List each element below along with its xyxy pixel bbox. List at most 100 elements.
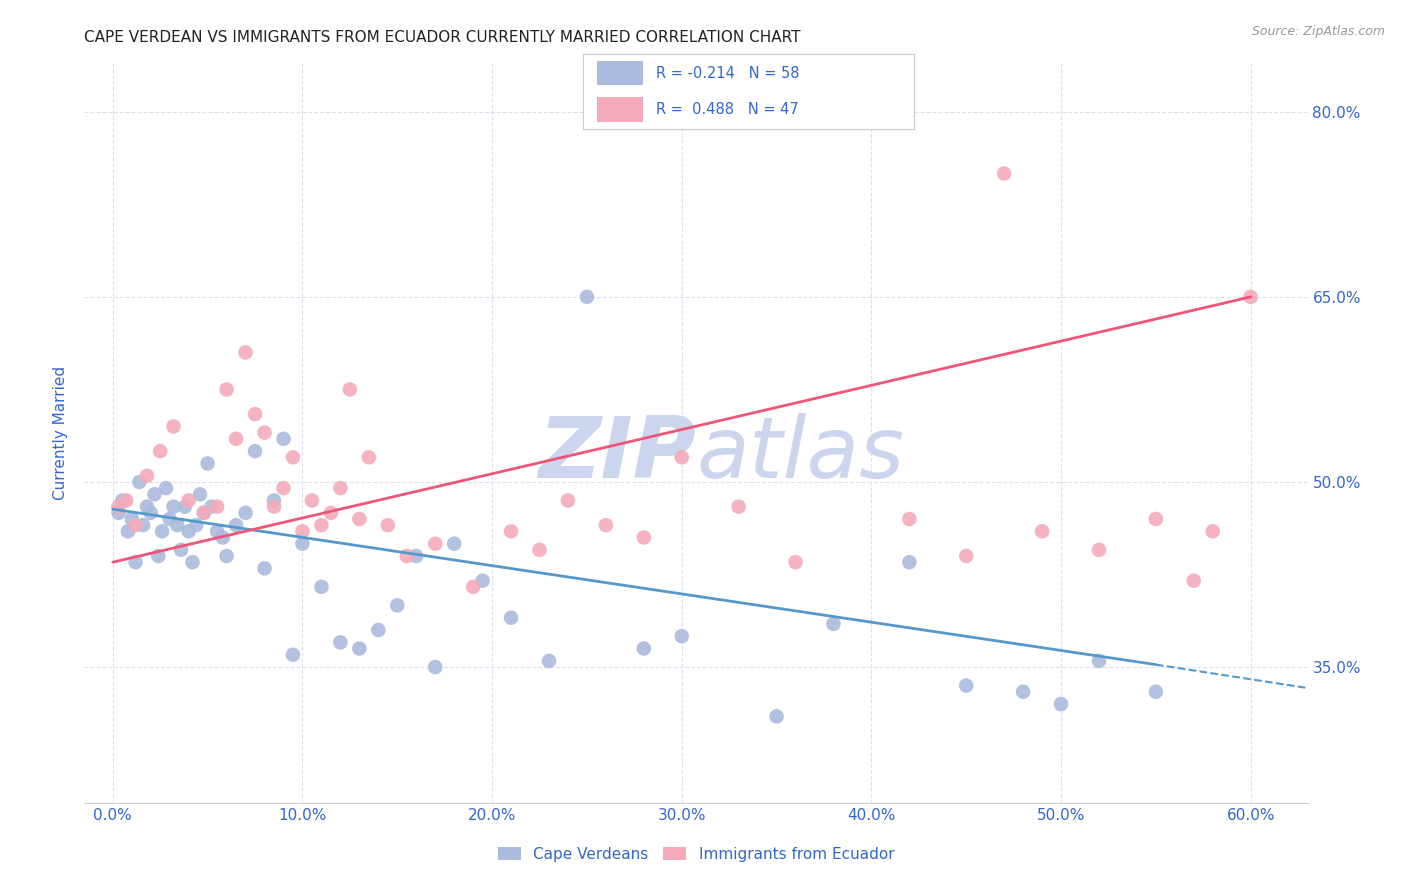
Point: [329, 635, 352, 649]
Point: [200, 500, 222, 514]
Point: [263, 493, 285, 508]
Point: [193, 506, 215, 520]
Point: [595, 518, 617, 533]
Point: [149, 444, 172, 458]
Point: [499, 524, 522, 539]
Point: [205, 500, 228, 514]
Point: [529, 542, 551, 557]
Point: [633, 641, 655, 656]
Point: [993, 166, 1015, 180]
Point: [235, 506, 257, 520]
Point: [349, 512, 371, 526]
Point: [1050, 697, 1073, 711]
Point: [311, 580, 333, 594]
Point: [162, 500, 184, 514]
Point: [1240, 290, 1263, 304]
Text: atlas: atlas: [696, 413, 904, 496]
Legend: Cape Verdeans, Immigrants from Ecuador: Cape Verdeans, Immigrants from Ecuador: [498, 847, 894, 862]
Point: [377, 518, 399, 533]
Point: [1088, 542, 1111, 557]
Point: [898, 555, 921, 569]
Point: [671, 629, 693, 643]
Text: Source: ZipAtlas.com: Source: ZipAtlas.com: [1251, 25, 1385, 38]
Point: [166, 518, 188, 533]
Text: CAPE VERDEAN VS IMMIGRANTS FROM ECUADOR CURRENTLY MARRIED CORRELATION CHART: CAPE VERDEAN VS IMMIGRANTS FROM ECUADOR …: [84, 29, 801, 45]
Point: [124, 518, 146, 533]
Point: [1012, 685, 1035, 699]
Point: [177, 524, 200, 539]
Point: [291, 524, 314, 539]
Point: [1031, 524, 1053, 539]
Point: [898, 512, 921, 526]
Point: [1088, 654, 1111, 668]
Point: [311, 518, 333, 533]
Point: [143, 487, 166, 501]
Point: [162, 419, 184, 434]
Point: [1144, 685, 1167, 699]
Point: [159, 512, 181, 526]
Point: [186, 518, 208, 533]
Point: [215, 383, 238, 397]
Point: [205, 524, 228, 539]
Point: [124, 555, 146, 569]
Point: [405, 549, 427, 563]
Text: ZIP: ZIP: [538, 413, 696, 496]
Point: [121, 512, 143, 526]
Point: [727, 500, 749, 514]
Point: [273, 481, 295, 495]
Point: [188, 487, 211, 501]
Point: [181, 555, 204, 569]
Point: [281, 450, 304, 465]
Point: [173, 500, 195, 514]
Y-axis label: Currently Married: Currently Married: [53, 366, 69, 500]
Point: [575, 290, 598, 304]
Point: [273, 432, 295, 446]
Point: [148, 549, 170, 563]
Point: [243, 407, 266, 421]
Point: [107, 506, 129, 520]
Text: R = -0.214   N = 58: R = -0.214 N = 58: [657, 66, 800, 81]
Point: [253, 561, 276, 575]
Point: [225, 518, 247, 533]
Point: [367, 623, 389, 637]
Point: [177, 493, 200, 508]
Point: [955, 679, 977, 693]
Point: [225, 432, 247, 446]
Point: [1202, 524, 1225, 539]
Point: [1182, 574, 1205, 588]
Point: [671, 450, 693, 465]
Text: R =  0.488   N = 47: R = 0.488 N = 47: [657, 102, 799, 117]
Point: [301, 493, 323, 508]
Point: [425, 536, 447, 550]
Point: [557, 493, 579, 508]
Point: [387, 599, 409, 613]
Point: [471, 574, 494, 588]
Point: [329, 481, 352, 495]
Point: [235, 345, 257, 359]
FancyBboxPatch shape: [596, 62, 643, 86]
Point: [395, 549, 418, 563]
Point: [150, 524, 173, 539]
Point: [319, 506, 342, 520]
Point: [463, 580, 485, 594]
Point: [281, 648, 304, 662]
FancyBboxPatch shape: [596, 97, 643, 122]
Point: [339, 383, 361, 397]
Point: [537, 654, 560, 668]
Point: [128, 475, 150, 489]
Point: [291, 536, 314, 550]
Point: [243, 444, 266, 458]
Point: [211, 531, 233, 545]
Point: [155, 481, 177, 495]
Point: [132, 518, 155, 533]
Point: [499, 610, 522, 624]
Point: [823, 616, 845, 631]
Point: [215, 549, 238, 563]
Point: [111, 493, 134, 508]
Point: [136, 500, 159, 514]
Point: [253, 425, 276, 440]
Point: [765, 709, 787, 723]
Point: [136, 468, 159, 483]
Point: [117, 524, 139, 539]
Point: [115, 493, 138, 508]
